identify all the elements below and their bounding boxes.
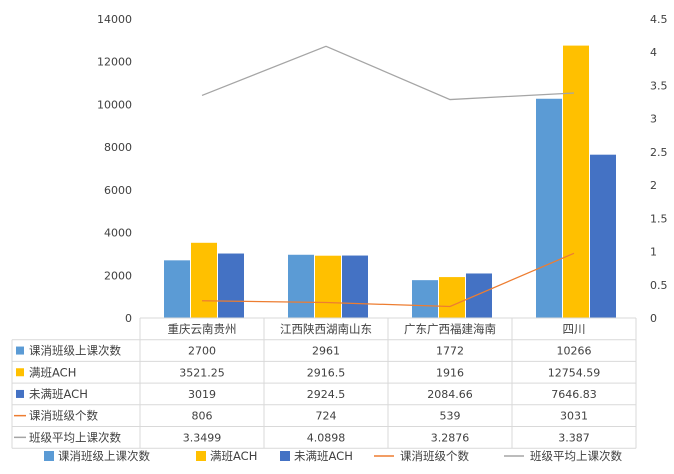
category-label: 江西陕西湖南山东 [280,322,372,336]
bar-0-0 [164,260,190,318]
bar-1-3 [563,45,589,319]
table-value: 1916 [436,366,464,379]
table-value: 3031 [560,410,588,423]
table-value: 3521.25 [179,366,225,379]
bar-1-0 [191,242,217,318]
legend-label: 课消班级上课次数 [58,449,150,463]
table-value: 12754.59 [548,366,601,379]
left-axis-ticks: 0 2000 4000 6000 8000 10000 12000 14000 [97,13,132,325]
table-value: 4.0898 [307,431,346,444]
left-tick-label: 2000 [104,269,132,282]
right-tick-label: 2.5 [650,146,668,159]
table-value: 3.3499 [183,431,222,444]
right-tick-label: 3 [650,113,657,126]
left-tick-label: 8000 [104,141,132,154]
table-value: 2924.5 [307,388,346,401]
right-tick-label: 0.5 [650,279,668,292]
bar-0-1 [288,254,314,318]
bar-1-2 [439,277,465,318]
table-key-swatch [16,346,24,355]
legend-swatch [196,451,206,461]
right-tick-label: 4.5 [650,13,668,26]
category-label: 四川 [563,322,586,336]
series-name: 课消班级上课次数 [29,344,121,358]
table-value: 10266 [557,345,592,358]
right-tick-label: 1.5 [650,212,668,225]
bar-2-3 [590,154,616,318]
left-tick-label: 14000 [97,13,132,26]
right-tick-label: 1 [650,246,657,259]
table-value: 2084.66 [427,388,473,401]
legend-label: 班级平均上课次数 [530,449,622,463]
left-tick-label: 12000 [97,56,132,69]
right-tick-label: 0 [650,312,657,325]
bar-0-3 [536,98,562,318]
bar-2-0 [218,253,244,318]
left-tick-label: 4000 [104,227,132,240]
category-label: 重庆云南贵州 [168,322,237,336]
table-value: 7646.83 [551,388,597,401]
table-value: 3.2876 [431,431,470,444]
legend: 课消班级上课次数 满班ACH 未满班ACH 课消班级个数 班级平均上课次数 [44,449,622,463]
right-tick-label: 3.5 [650,79,668,92]
series-name: 课消班级个数 [29,409,98,423]
right-tick-label: 4 [650,46,657,59]
legend-swatch [44,451,54,461]
bar-2-1 [342,255,368,318]
bar-1-1 [315,255,341,318]
line-series [201,45,575,308]
table-value: 2916.5 [307,366,346,379]
left-tick-label: 6000 [104,184,132,197]
legend-swatch [280,451,290,461]
table-value: 539 [440,410,461,423]
left-tick-label: 0 [125,312,132,325]
table-key-swatch [16,389,24,398]
legend-label: 课消班级个数 [400,449,469,463]
series-name: 未满班ACH [29,387,88,401]
legend-label: 未满班ACH [294,449,353,463]
series-name: 满班ACH [29,365,76,379]
bar-series [164,45,616,319]
series-name: 班级平均上课次数 [29,430,121,444]
left-tick-label: 10000 [97,98,132,111]
right-axis-ticks: 0 0.5 1 1.5 2 2.5 3 3.5 4 4.5 [650,13,668,325]
category-label: 广东广西福建海南 [404,322,496,336]
table-value: 3019 [188,388,216,401]
table-value: 806 [192,410,213,423]
table-value: 724 [316,410,337,423]
bar-2-2 [466,273,492,318]
table-value: 3.387 [558,431,590,444]
table-value: 2961 [312,345,340,358]
line-series-1 [201,45,575,101]
table-value: 2700 [188,345,216,358]
table-key-swatch [16,368,24,377]
bar-0-2 [412,280,438,318]
legend-label: 满班ACH [210,449,257,463]
table-value: 1772 [436,345,464,358]
line-series-0 [201,252,575,308]
right-tick-label: 2 [650,179,657,192]
